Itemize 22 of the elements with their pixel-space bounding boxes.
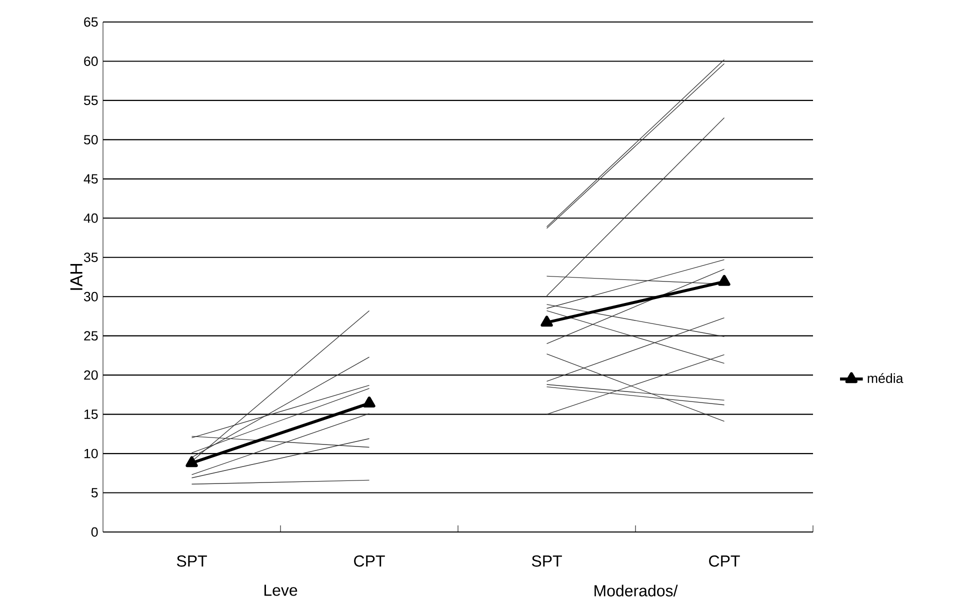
- y-tick-label: 40: [84, 213, 98, 223]
- y-tick-label: 15: [84, 410, 98, 419]
- y-tick-label: 10: [84, 448, 98, 458]
- text: Leve: [264, 584, 298, 596]
- y-tick-label: 0: [91, 527, 98, 537]
- x-tick-label: CPT: [709, 555, 740, 567]
- x-tick-label: CPT: [354, 555, 385, 567]
- y-tick-label: 60: [84, 56, 98, 66]
- text: Moderados/: [594, 584, 678, 596]
- legend-label: média: [868, 373, 904, 384]
- y-tick-label: 55: [84, 96, 98, 106]
- y-tick-label: 50: [84, 134, 98, 144]
- y-tick-label: 45: [84, 174, 98, 184]
- y-tick-label: 30: [84, 292, 98, 302]
- y-tick-label: 65: [84, 17, 98, 27]
- y-tick-label: 35: [84, 252, 98, 262]
- y-tick-label: 5: [91, 488, 98, 498]
- x-tick-label: SPT: [532, 555, 562, 567]
- y-tick-label: 25: [84, 331, 98, 341]
- x-tick-label: SPT: [176, 555, 207, 567]
- y-tick-label: 20: [84, 370, 98, 380]
- y-axis-title: IAH: [70, 264, 82, 290]
